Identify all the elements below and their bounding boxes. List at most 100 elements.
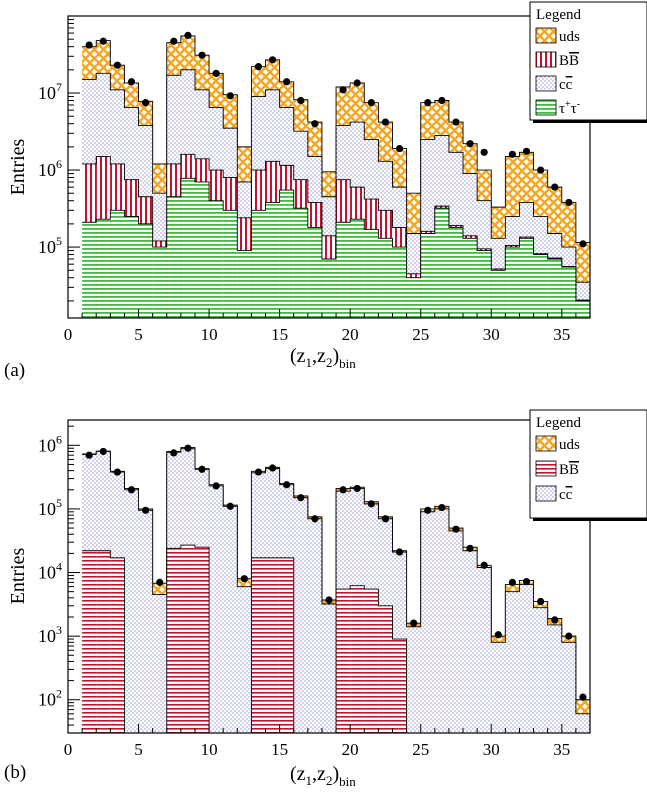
data-marker-bin-6 [156,578,164,586]
x-tick-label: 5 [134,325,143,344]
bar-tau-bin-19 [336,222,351,318]
bar-tau-bin-23 [392,247,407,318]
bar-cc-bin-24 [406,626,421,733]
data-marker-bin-18 [325,596,333,604]
data-marker-bin-1 [85,451,93,459]
bar-tau-bin-20 [350,219,365,318]
data-marker-bin-24 [410,619,418,627]
bar-bb-bin-20 [350,585,365,733]
legend-label-uds: uds [559,29,580,45]
bar-cc-bin-5 [138,510,153,733]
data-marker-bin-17 [311,515,319,523]
data-marker-bin-27 [452,525,460,533]
bar-tau-bin-18 [321,259,337,318]
data-marker-bin-30 [494,631,502,639]
data-marker-bin-5 [141,99,150,107]
panel-a-y-ticks: 105 106 107 [38,15,80,302]
data-marker-bin-32 [522,578,531,586]
bar-bb-bin-2 [96,550,111,733]
legend-label-bb: BB [559,462,579,478]
bar-cc-bin-33 [533,607,548,733]
data-marker-bin-31 [508,578,517,586]
data-marker-bin-17 [311,120,319,128]
x-tick-label: 10 [201,740,218,759]
bar-cc-bin-16 [293,497,308,733]
bar-tau-bin-30 [491,270,506,318]
bar-cc-bin-25 [420,511,435,733]
bar-cc-bin-11 [223,506,238,733]
bar-cc-bin-27 [448,530,464,733]
bar-tau-bin-27 [448,227,464,318]
data-marker-bin-35 [565,632,573,640]
x-tick-label: 35 [553,740,570,759]
panel-b: 0 5 10 15 20 25 30 35 102 103 104 105 106 Entries (… [4,409,647,789]
bar-tau-bin-9 [194,181,210,318]
x-tick-label: 15 [271,325,288,344]
panel-a-frame [67,15,591,319]
data-marker-bin-11 [226,92,234,100]
data-marker-bin-20 [353,484,361,493]
bar-bb-bin-15 [279,557,294,733]
bar-cc-bin-10 [209,485,224,733]
bar-cc-bin-26 [434,508,449,733]
bar-cc-bin-36 [575,713,590,733]
bar-cc-bin-12 [237,586,252,733]
legend-title: Legend [536,415,581,431]
data-marker-bin-19 [339,86,347,94]
panel-a-ylabel: Entries [7,138,29,195]
panel-a-xlabel: (z1,z2)bin [290,345,356,371]
x-tick-label: 25 [412,325,429,344]
bar-cc-bin-31 [505,591,520,733]
x-tick-label: 30 [483,325,500,344]
data-marker-bin-9 [198,51,206,59]
bar-tau-bin-8 [180,178,195,318]
bar-tau-bin-21 [364,229,379,318]
bar-tau-bin-13 [251,210,266,318]
bar-cc-bin-18 [321,604,337,733]
y-tick-label: 106 [38,157,62,180]
bar-tau-bin-1 [82,222,97,318]
data-marker-bin-26 [438,503,446,512]
data-marker-bin-9 [198,465,206,473]
y-tick-label: 107 [38,80,62,103]
data-marker-bin-29 [480,148,488,156]
data-marker-bin-8 [184,31,192,39]
x-tick-label: 5 [134,740,143,759]
data-marker-bin-33 [537,597,545,606]
y-tick-label: 104 [38,560,62,583]
x-tick-label: 35 [553,325,570,344]
legend-swatch-tau [535,99,557,116]
legend-label-cc: cc [559,77,573,93]
data-marker-bin-7 [170,37,178,45]
panel-b-ylabel: Entries [7,547,29,604]
panel-a-plot-area [82,31,590,319]
bar-tau-bin-2 [96,219,111,318]
bar-cc-bin-6 [152,594,167,733]
bar-cc-bin-17 [307,518,322,733]
y-tick-label: 103 [38,623,62,646]
bar-tau-bin-15 [279,190,294,318]
bar-tau-bin-3 [110,210,125,318]
bar-bb-bin-1 [82,550,97,733]
data-marker-bin-4 [127,78,136,86]
bar-bb-bin-19 [336,589,351,733]
bar-bb-bin-13 [251,557,266,733]
bar-tau-bin-7 [166,196,181,318]
data-marker-bin-21 [367,500,375,508]
panel-b-legend: Legend uds BB cc [529,409,647,521]
panel-a-legend: Legend uds BB cc τ+τ- [529,1,647,123]
panel-b-y-ticks: 102 103 104 105 106 [38,425,80,734]
bar-tau-bin-4 [124,216,139,318]
panel-b-label: (b) [4,762,26,783]
step-outline-tau [82,177,590,302]
data-marker-bin-3 [113,61,121,69]
data-marker-bin-3 [113,468,121,476]
data-marker-bin-4 [127,486,136,494]
legend-label-uds: uds [559,437,580,453]
bar-tau-bin-35 [561,267,576,318]
data-marker-bin-29 [480,561,488,569]
legend-swatch-cc [535,485,557,502]
data-marker-bin-16 [297,96,305,105]
data-marker-bin-35 [565,198,573,207]
